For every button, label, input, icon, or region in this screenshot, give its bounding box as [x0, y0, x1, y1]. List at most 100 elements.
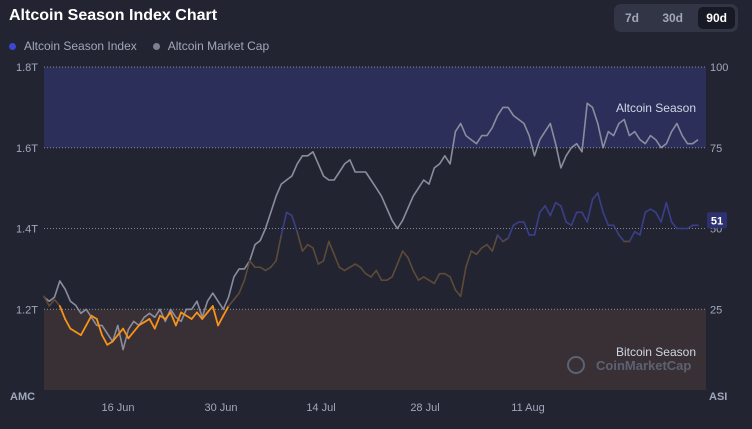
- index-line-segment: [190, 311, 198, 320]
- index-line-segment: [565, 221, 573, 227]
- index-line-segment: [465, 250, 473, 269]
- watermark-text: CoinMarketCap: [596, 358, 691, 373]
- legend-item-market-cap[interactable]: Altcoin Market Cap: [152, 39, 270, 53]
- index-line-segment: [64, 318, 72, 330]
- index-line-segment: [333, 253, 341, 269]
- left-tick-label-2: 1.4T: [16, 224, 38, 236]
- index-line-segment: [285, 211, 293, 217]
- index-line-segment: [396, 250, 404, 265]
- range-7d-button[interactable]: 7d: [625, 11, 640, 25]
- index-line-segment: [486, 243, 494, 252]
- index-line-segment: [116, 327, 125, 336]
- index-line-segment: [343, 266, 351, 272]
- index-line-segment: [328, 240, 335, 256]
- legend-label-market-cap: Altcoin Market Cap: [167, 39, 270, 53]
- index-line-segment: [185, 314, 193, 320]
- index-line-segment: [554, 201, 562, 207]
- index-line-segment: [159, 314, 167, 320]
- index-line-segment: [101, 334, 109, 346]
- index-line-segment: [85, 314, 93, 327]
- index-line-segment: [533, 211, 541, 236]
- left-tick-label-1: 1.6T: [16, 143, 38, 155]
- index-line-segment: [153, 314, 161, 330]
- index-line-segment: [74, 330, 82, 336]
- index-line-segment: [507, 224, 515, 239]
- index-line-segment: [660, 201, 668, 223]
- index-line-segment: [612, 224, 620, 236]
- index-line-segment: [428, 279, 436, 285]
- index-line-segment: [138, 321, 146, 327]
- index-line-segment: [127, 330, 135, 340]
- index-line-segment: [196, 311, 204, 320]
- x-tick-label-4: 11 Aug: [511, 402, 544, 414]
- index-line-segment: [496, 234, 504, 243]
- index-line-segment: [248, 259, 256, 269]
- index-line-segment: [633, 230, 641, 236]
- x-tick-label-0: 16 Jun: [101, 402, 134, 414]
- index-line-segment: [391, 263, 399, 278]
- index-line-segment: [338, 266, 346, 272]
- index-line-segment: [43, 295, 51, 307]
- index-line-segment: [655, 211, 662, 223]
- current-index-value: 51: [711, 215, 723, 227]
- index-line-segment: [628, 230, 636, 243]
- index-line-segment: [233, 292, 240, 301]
- index-line-segment: [143, 318, 151, 324]
- index-line-segment: [132, 324, 140, 333]
- index-line-segment: [259, 266, 267, 272]
- index-line-segment: [512, 221, 520, 227]
- index-line-segment: [364, 272, 372, 278]
- index-line-segment: [211, 305, 219, 327]
- index-line-segment: [301, 243, 309, 252]
- legend-item-index[interactable]: Altcoin Season Index: [9, 39, 137, 53]
- index-line-segment: [243, 259, 251, 281]
- index-line-segment: [90, 314, 98, 320]
- index-line-segment: [280, 211, 288, 236]
- left-tick-label-0: 1.8T: [16, 62, 38, 74]
- bitcoin-season-zone: [44, 309, 706, 390]
- index-line-segment: [222, 305, 230, 317]
- index-line-segment: [359, 266, 367, 275]
- index-line-segment: [407, 256, 414, 272]
- range-30d-button[interactable]: 30d: [662, 11, 683, 25]
- index-line-segment: [53, 298, 61, 307]
- index-line-segment: [58, 305, 66, 320]
- index-line-segment: [217, 314, 225, 327]
- right-tick-label-3: 25: [710, 304, 722, 316]
- index-line-segment: [174, 311, 183, 327]
- index-line-segment: [459, 266, 467, 298]
- right-tick-label-0: 100: [710, 62, 728, 74]
- index-line-segment: [644, 208, 652, 214]
- index-line-segment: [349, 263, 356, 269]
- legend-dot-market-cap-icon: [152, 42, 160, 50]
- index-line-segment: [322, 240, 330, 262]
- time-range-selector: 7d 30d 90d: [614, 4, 738, 32]
- index-line-segment: [354, 263, 362, 269]
- index-line-segment: [401, 250, 409, 259]
- chart-legend: Altcoin Season Index Altcoin Market Cap: [9, 39, 285, 53]
- index-line-segment: [444, 272, 451, 278]
- index-line-segment: [264, 266, 272, 272]
- index-line-segment: [306, 243, 314, 249]
- index-line-segment: [639, 211, 647, 236]
- index-line-segment: [122, 327, 130, 340]
- x-tick-label-3: 28 Jul: [410, 402, 439, 414]
- left-axis-label: AMC: [10, 391, 35, 403]
- index-line-segment: [596, 192, 604, 214]
- x-tick-label-1: 30 Jun: [204, 402, 237, 414]
- altcoin-season-label: Altcoin Season: [616, 101, 696, 115]
- bitcoin-season-label: Bitcoin Season: [616, 345, 696, 359]
- index-line-segment: [480, 243, 488, 249]
- index-line-segment: [269, 259, 277, 269]
- range-90d-button[interactable]: 90d: [698, 7, 735, 29]
- market-cap-line: [43, 102, 699, 351]
- index-line-segment: [433, 272, 441, 285]
- index-line-segment: [581, 211, 589, 223]
- coinmarketcap-logo-icon: [567, 356, 585, 374]
- index-line-segment: [111, 334, 119, 343]
- index-line-segment: [523, 221, 531, 236]
- index-line-segment: [570, 211, 578, 227]
- current-index-badge: [707, 212, 727, 229]
- index-line-segment: [317, 259, 325, 265]
- index-line-segment: [227, 298, 235, 307]
